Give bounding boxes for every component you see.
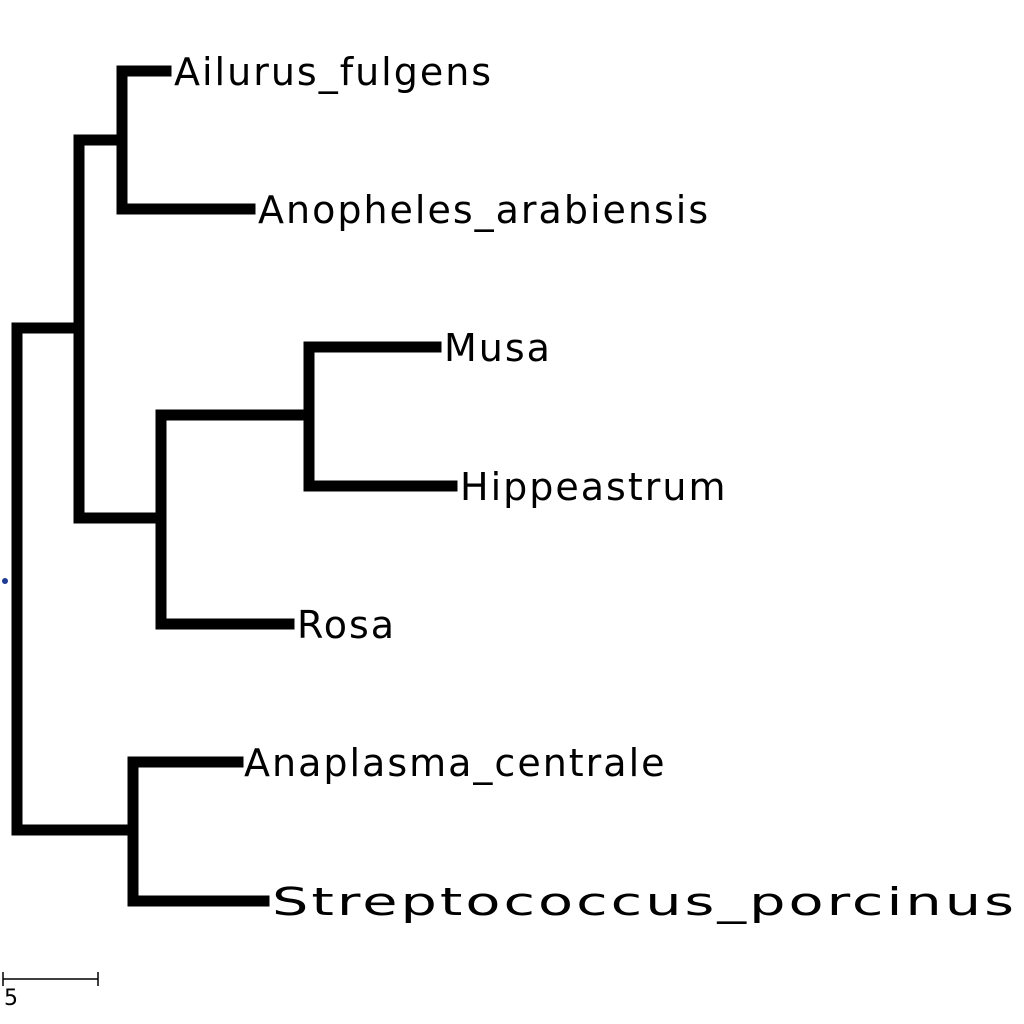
leaf-label-anaplasma: Anaplasma_centrale [244,741,667,785]
scale-bar: 5 [2,972,99,1011]
leaf-label-streptococcus: Streptococcus_porcinus [272,880,1017,924]
leaf-label-ailurus: Ailurus_fulgens [174,50,493,94]
scale-bar-label: 5 [4,986,18,1011]
leaf-label-musa: Musa [444,326,552,370]
root-marker [2,578,8,584]
leaf-label-anopheles: Anopheles_arabiensis [258,188,710,232]
leaf-label-hippeastrum: Hippeastrum [460,465,727,509]
leaf-label-rosa: Rosa [297,603,396,647]
